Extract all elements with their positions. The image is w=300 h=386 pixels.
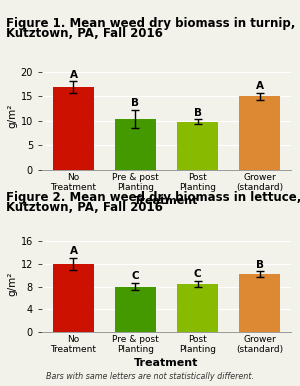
Bar <box>239 274 280 332</box>
Bar <box>115 119 156 170</box>
Bar <box>53 87 94 170</box>
X-axis label: Treatment: Treatment <box>134 196 199 206</box>
Text: Bars with same letters are not statistically different.: Bars with same letters are not statistic… <box>46 372 254 381</box>
Bar <box>53 264 94 332</box>
Text: C: C <box>194 269 201 279</box>
Text: B: B <box>256 259 263 269</box>
Y-axis label: g/m²: g/m² <box>8 271 18 296</box>
Text: A: A <box>70 246 77 256</box>
Text: Figure 1. Mean weed dry biomass in turnip,: Figure 1. Mean weed dry biomass in turni… <box>6 17 296 30</box>
Text: Kutztown, PA, Fall 2016: Kutztown, PA, Fall 2016 <box>6 27 163 40</box>
Y-axis label: g/m²: g/m² <box>8 103 18 128</box>
Text: Kutztown, PA, Fall 2016: Kutztown, PA, Fall 2016 <box>6 201 163 214</box>
Bar <box>177 122 218 170</box>
Text: A: A <box>256 81 263 91</box>
Text: C: C <box>132 271 139 281</box>
Bar <box>239 96 280 170</box>
Text: A: A <box>70 70 77 80</box>
Bar <box>115 286 156 332</box>
Text: B: B <box>131 98 140 108</box>
Text: B: B <box>194 108 202 118</box>
X-axis label: Treatment: Treatment <box>134 358 199 368</box>
Text: Figure 2. Mean weed dry biomass in lettuce,: Figure 2. Mean weed dry biomass in lettu… <box>6 191 300 204</box>
Bar <box>177 284 218 332</box>
